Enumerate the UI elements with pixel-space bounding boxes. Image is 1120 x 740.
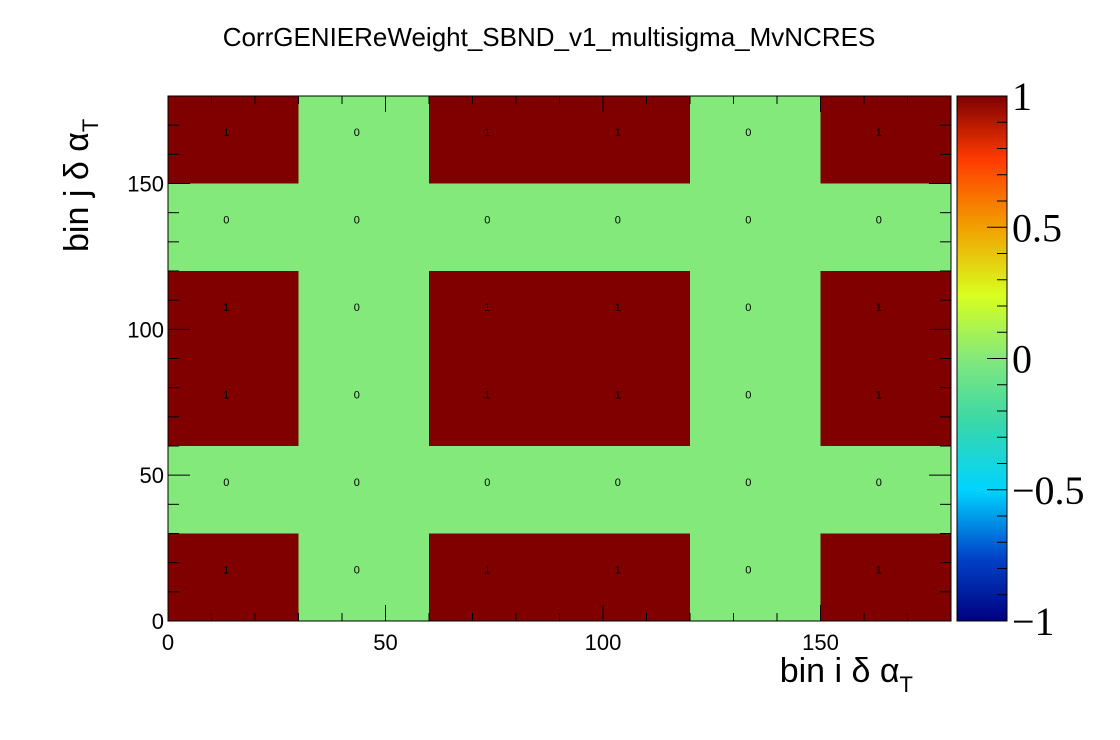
heatmap-cell bbox=[559, 183, 690, 271]
heatmap-cell-label: 1 bbox=[615, 302, 621, 314]
heatmap-cell-label: 1 bbox=[484, 564, 490, 576]
x-tick-label: 0 bbox=[162, 630, 174, 655]
heatmap-cell bbox=[168, 446, 299, 534]
heatmap-cell bbox=[298, 96, 429, 184]
heatmap-cell bbox=[690, 271, 821, 359]
palette-tick-label: 0 bbox=[1012, 337, 1032, 382]
heatmap-cell bbox=[298, 358, 429, 446]
y-tick-label: 150 bbox=[127, 172, 164, 197]
heatmap-cell bbox=[429, 96, 560, 184]
heatmap-cell bbox=[298, 271, 429, 359]
heatmap-cell bbox=[168, 533, 299, 621]
heatmap-cell-label: 0 bbox=[745, 564, 751, 576]
heatmap-cell bbox=[690, 96, 821, 184]
heatmap-cell bbox=[429, 446, 560, 534]
x-axis-title-main: bin i δ α bbox=[780, 652, 900, 690]
heatmap-cell-label: 1 bbox=[484, 302, 490, 314]
heatmap-cell-label: 0 bbox=[615, 214, 621, 226]
heatmap-cell-label: 0 bbox=[876, 477, 882, 489]
heatmap-cell-label: 1 bbox=[484, 389, 490, 401]
y-axis-title: bin j δ αT bbox=[58, 119, 103, 252]
heatmap-cell bbox=[559, 358, 690, 446]
y-axis-title-main: bin j δ α bbox=[58, 132, 96, 252]
heatmap-cell-label: 0 bbox=[354, 477, 360, 489]
heatmap-cell-label: 1 bbox=[223, 564, 229, 576]
heatmap-cell bbox=[298, 533, 429, 621]
x-tick-label: 100 bbox=[585, 630, 622, 655]
heatmap-cell bbox=[168, 183, 299, 271]
heatmap-cell-label: 1 bbox=[223, 389, 229, 401]
x-tick-label: 150 bbox=[802, 630, 839, 655]
y-tick-label: 0 bbox=[152, 609, 164, 634]
heatmap-cell bbox=[168, 358, 299, 446]
y-axis-title-sub: T bbox=[78, 119, 103, 132]
heatmap-cell-label: 0 bbox=[484, 477, 490, 489]
palette-tick-label: 1 bbox=[1012, 74, 1032, 119]
heatmap-cell-label: 0 bbox=[354, 127, 360, 139]
heatmap-cell-label: 0 bbox=[876, 214, 882, 226]
heatmap-cell bbox=[820, 96, 951, 184]
heatmap-cell-label: 0 bbox=[223, 477, 229, 489]
heatmap-cell bbox=[820, 358, 951, 446]
heatmap-cell-label: 1 bbox=[615, 564, 621, 576]
heatmap-cells bbox=[168, 96, 951, 621]
heatmap-cell-label: 1 bbox=[876, 564, 882, 576]
heatmap-cell bbox=[690, 183, 821, 271]
heatmap-cell-label: 1 bbox=[615, 389, 621, 401]
heatmap-cell bbox=[690, 358, 821, 446]
heatmap-cell-label: 0 bbox=[745, 127, 751, 139]
heatmap-cell-label: 1 bbox=[223, 127, 229, 139]
heatmap-cell-label: 0 bbox=[745, 477, 751, 489]
palette-tick-label: −0.5 bbox=[1012, 468, 1085, 513]
color-palette-axis: 1 0.5 0 −0.5 −1 bbox=[987, 74, 1085, 644]
heatmap-cell-label: 1 bbox=[876, 389, 882, 401]
heatmap-cell-label: 0 bbox=[354, 214, 360, 226]
heatmap-cell bbox=[690, 533, 821, 621]
heatmap-cell-label: 1 bbox=[876, 127, 882, 139]
heatmap-cell bbox=[429, 271, 560, 359]
heatmap-cell bbox=[559, 271, 690, 359]
heatmap-cell-label: 0 bbox=[354, 302, 360, 314]
heatmap-cell-label: 0 bbox=[354, 389, 360, 401]
heatmap-cell bbox=[298, 183, 429, 271]
heatmap-cell bbox=[559, 96, 690, 184]
x-axis-title: bin i δ αT bbox=[780, 652, 913, 697]
heatmap-cell bbox=[820, 271, 951, 359]
palette-tick-label: 0.5 bbox=[1012, 205, 1062, 250]
heatmap-cell-label: 0 bbox=[745, 389, 751, 401]
x-axis-title-sub: T bbox=[900, 672, 913, 697]
heatmap-cell-label: 0 bbox=[223, 214, 229, 226]
heatmap-cell bbox=[820, 533, 951, 621]
heatmap-cell bbox=[429, 533, 560, 621]
heatmap-cell-label: 1 bbox=[484, 127, 490, 139]
heatmap-cell-label: 0 bbox=[745, 214, 751, 226]
x-tick-label: 50 bbox=[373, 630, 397, 655]
heatmap-cell bbox=[298, 446, 429, 534]
heatmap-cell-label: 0 bbox=[745, 302, 751, 314]
heatmap-cell-label: 1 bbox=[876, 302, 882, 314]
heatmap-cell bbox=[168, 271, 299, 359]
heatmap-cell bbox=[559, 533, 690, 621]
y-tick-label: 50 bbox=[140, 463, 164, 488]
heatmap-cell bbox=[429, 183, 560, 271]
heatmap-cell-label: 0 bbox=[484, 214, 490, 226]
heatmap-cell-label: 1 bbox=[223, 302, 229, 314]
palette-tick-label: −1 bbox=[1012, 599, 1055, 644]
heatmap-cell bbox=[559, 446, 690, 534]
chart-title: CorrGENIEReWeight_SBND_v1_multisigma_MvN… bbox=[223, 22, 876, 52]
heatmap-cell-label: 1 bbox=[615, 127, 621, 139]
heatmap-cell bbox=[820, 183, 951, 271]
y-tick-label: 100 bbox=[127, 317, 164, 342]
heatmap-cell-label: 0 bbox=[354, 564, 360, 576]
heatmap-cell-labels: 1 0 1 1 0 1 0 0 0 0 0 0 1 0 1 1 0 1 1 0 1 1 0 1 0 0 0 0 0 0 1 0 1 1 0 1 bbox=[223, 127, 882, 577]
heatmap-cell bbox=[690, 446, 821, 534]
heatmap-cell bbox=[820, 446, 951, 534]
heatmap-cell bbox=[429, 358, 560, 446]
heatmap-cell-label: 0 bbox=[615, 477, 621, 489]
heatmap-cell bbox=[168, 96, 299, 184]
